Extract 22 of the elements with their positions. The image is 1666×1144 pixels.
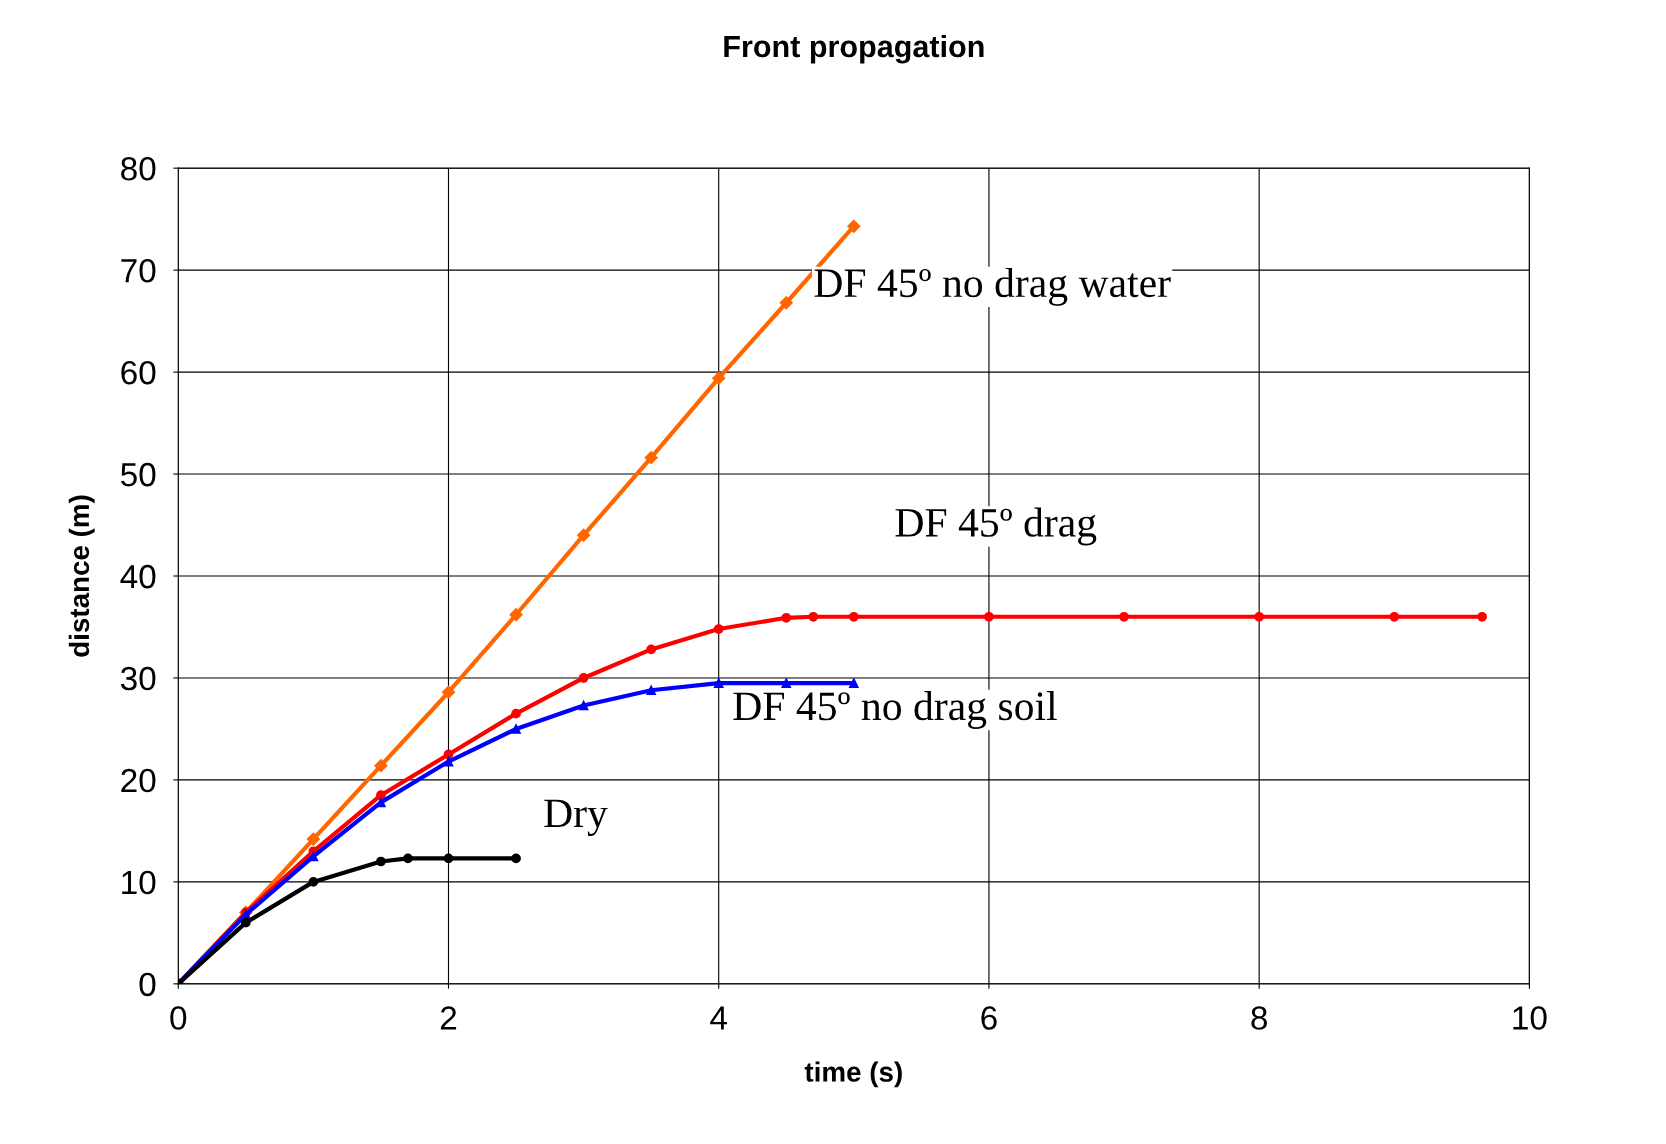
y-tick-label: 10 <box>122 870 156 895</box>
x-tick-label: 10 <box>1513 1006 1547 1030</box>
series-label: DF 45º no drag soil <box>733 691 1057 729</box>
y-tick-label: 70 <box>121 258 156 283</box>
y-tick-label: 60 <box>121 360 156 385</box>
chart-title: Front propagation <box>724 34 984 64</box>
y-tick-label: 30 <box>120 666 156 691</box>
y-tick-label: 40 <box>120 564 156 589</box>
x-tick-label: 8 <box>1251 1006 1267 1030</box>
y-tick-label: 50 <box>120 462 156 487</box>
y-tick-label: 80 <box>121 156 156 181</box>
x-tick-label: 6 <box>981 1006 997 1030</box>
y-tick-label: 0 <box>139 972 156 997</box>
y-tick-label: 20 <box>121 768 156 793</box>
series-label: Dry <box>544 799 608 836</box>
series-label: DF 45º drag <box>895 507 1097 546</box>
x-tick-label: 0 <box>170 1006 187 1030</box>
y-axis-title: distance (m) <box>68 495 95 657</box>
x-tick-label: 2 <box>440 1006 457 1030</box>
series-label: DF 45º no drag water <box>814 267 1171 306</box>
x-axis-title: time (s) <box>804 1061 902 1088</box>
x-tick-label: 4 <box>710 1006 728 1030</box>
